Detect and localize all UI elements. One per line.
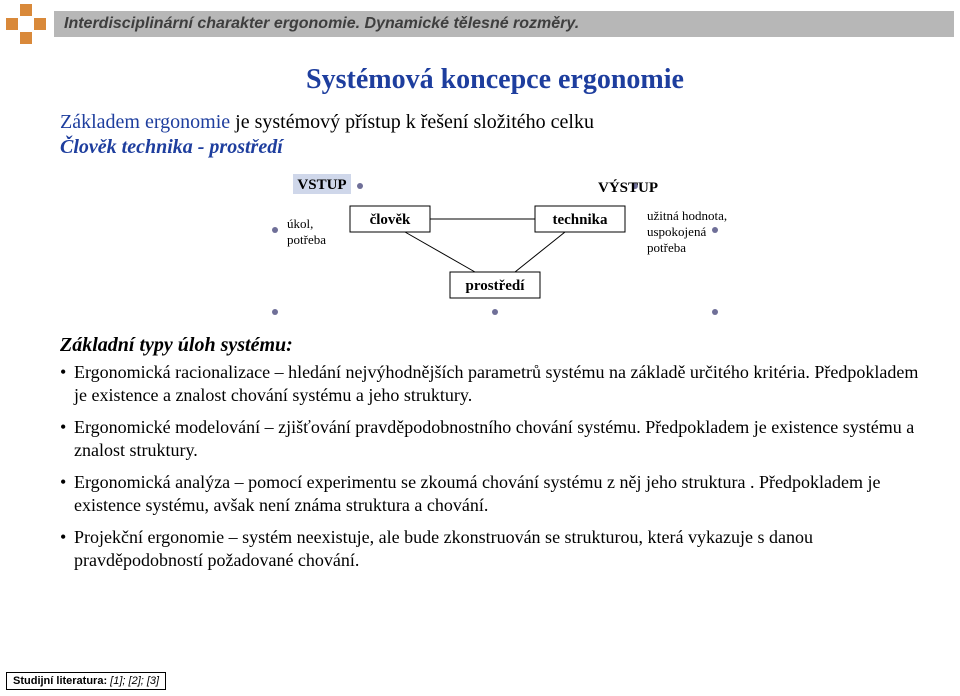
slide-header: Interdisciplinární charakter ergonomie. … xyxy=(0,0,960,48)
svg-text:VÝSTUP: VÝSTUP xyxy=(598,179,658,196)
checker-square xyxy=(6,32,18,44)
checker-square xyxy=(20,4,32,16)
bullet-item: Ergonomická racionalizace – hledání nejv… xyxy=(60,361,930,406)
bullet-item: Projekční ergonomie – systém neexistuje,… xyxy=(60,526,930,571)
svg-text:technika: technika xyxy=(552,212,608,228)
svg-text:uspokojená: uspokojená xyxy=(647,224,706,239)
checker-square xyxy=(34,32,46,44)
header-title: Interdisciplinární charakter ergonomie. … xyxy=(54,11,954,37)
checker-square xyxy=(6,4,18,16)
intro-text: Základem ergonomie je systémový přístup … xyxy=(60,110,930,160)
svg-text:úkol,: úkol, xyxy=(287,216,313,231)
intro-line2: Člověk technika - prostředí xyxy=(60,136,283,158)
svg-text:potřeba: potřeba xyxy=(647,240,686,255)
checker-square xyxy=(6,18,18,30)
slide-content: Systémová koncepce ergonomie Základem er… xyxy=(0,48,960,571)
footer-refs: [1]; [2]; [3] xyxy=(107,675,159,687)
svg-text:VSTUP: VSTUP xyxy=(297,177,346,193)
intro-lead: Základem ergonomie xyxy=(60,111,230,133)
main-heading: Systémová koncepce ergonomie xyxy=(60,64,930,96)
bullet-item: Ergonomická analýza – pomocí experimentu… xyxy=(60,471,930,516)
svg-text:užitná hodnota,: užitná hodnota, xyxy=(647,208,727,223)
checker-square xyxy=(34,4,46,16)
checker-logo xyxy=(6,4,46,44)
checker-square xyxy=(34,18,46,30)
checker-square xyxy=(20,18,32,30)
intro-rest: je systémový přístup k řešení složitého … xyxy=(230,111,594,133)
checker-square xyxy=(20,32,32,44)
svg-text:prostředí: prostředí xyxy=(466,278,526,294)
subheading: Základní typy úloh systému: xyxy=(60,334,930,357)
system-diagram: VSTUPVÝSTUPčlověktechnikaprostředíúkol,p… xyxy=(215,170,775,320)
bullet-list: Ergonomická racionalizace – hledání nejv… xyxy=(60,361,930,571)
svg-text:člověk: člověk xyxy=(370,212,411,228)
bullet-item: Ergonomické modelování – zjišťování prav… xyxy=(60,416,930,461)
footer-label: Studijní literatura: xyxy=(13,675,107,687)
footer-literature: Studijní literatura: [1]; [2]; [3] xyxy=(6,672,166,690)
svg-text:potřeba: potřeba xyxy=(287,232,326,247)
